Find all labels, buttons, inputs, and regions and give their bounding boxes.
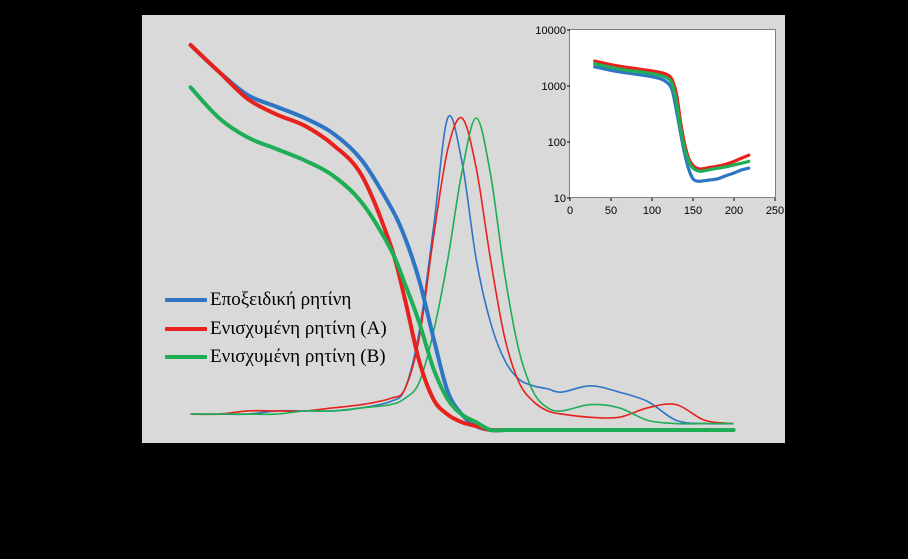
legend-label-reinforced-a: Ενισχυμένη ρητίνη (A) bbox=[210, 317, 387, 339]
inset-plot-area bbox=[569, 29, 776, 198]
tan-delta-line-reinforced-b bbox=[190, 117, 734, 425]
legend-label-epoxy: Εποξειδική ρητίνη bbox=[210, 289, 352, 311]
legend: Εποξειδική ρητίνη Ενισχυμένη ρητίνη (A) … bbox=[165, 286, 387, 372]
legend-item-reinforced-a: Ενισχυμένη ρητίνη (A) bbox=[165, 315, 387, 344]
legend-swatch-reinforced-a bbox=[165, 326, 207, 331]
legend-item-reinforced-b: Ενισχυμένη ρητίνη (B) bbox=[165, 343, 387, 372]
legend-item-epoxy: Εποξειδική ρητίνη bbox=[165, 286, 387, 315]
legend-label-reinforced-b: Ενισχυμένη ρητίνη (B) bbox=[210, 346, 386, 368]
main-chart-svg bbox=[188, 43, 736, 433]
legend-swatch-epoxy bbox=[165, 298, 207, 303]
legend-swatch-reinforced-b bbox=[165, 355, 207, 360]
storage-modulus-line-reinforced-b bbox=[188, 85, 736, 433]
